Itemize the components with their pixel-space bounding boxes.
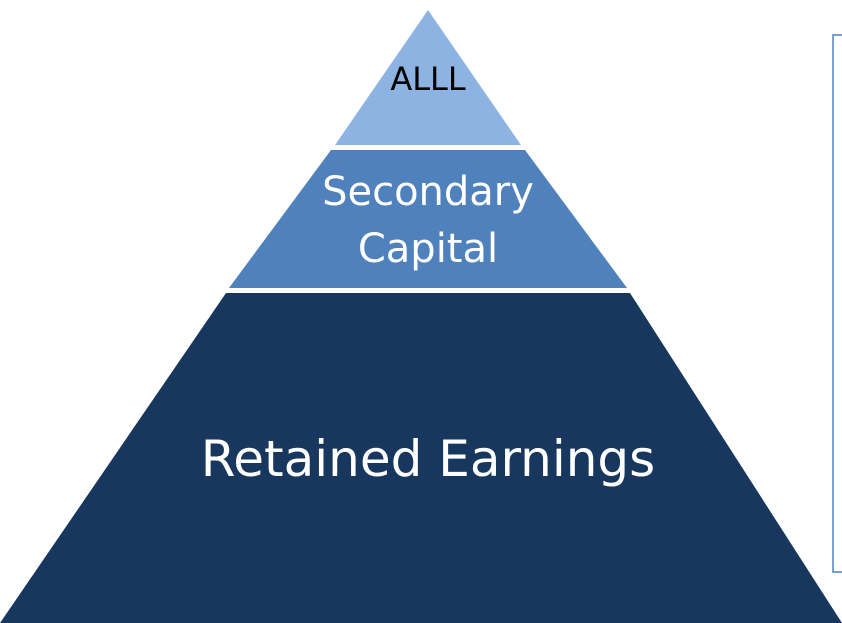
layer-label: ALLL — [390, 60, 466, 98]
layer-middle — [229, 150, 627, 288]
layer-label: Capital — [358, 226, 498, 272]
bracket — [832, 34, 842, 573]
layer-bottom — [0, 293, 842, 623]
layer-label: Secondary — [322, 169, 534, 215]
layer-label: Retained Earnings — [201, 430, 655, 488]
layer-top — [335, 10, 521, 145]
